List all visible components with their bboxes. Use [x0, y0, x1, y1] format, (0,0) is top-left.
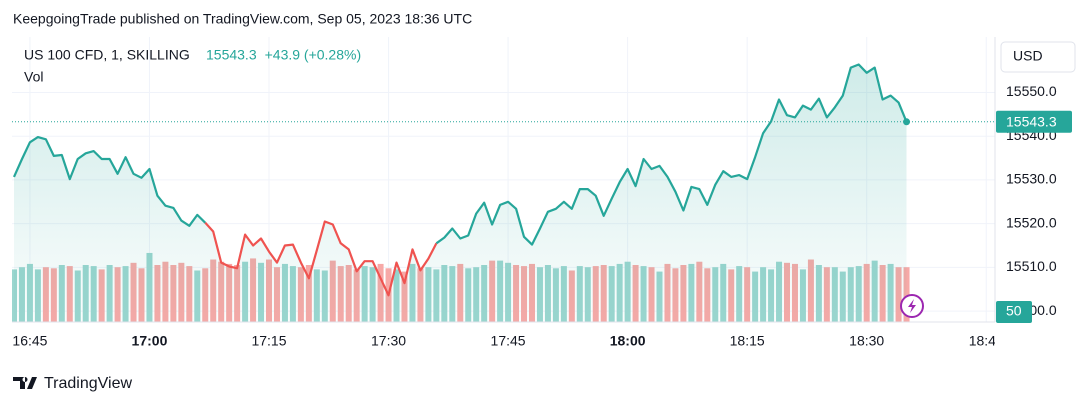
symbol-title: US 100 CFD, 1, SKILLING — [24, 47, 190, 63]
footer-brand: TradingView — [44, 375, 132, 392]
currency-button[interactable]: USD — [1000, 41, 1076, 73]
y-tick-label: 15520.0 — [1006, 214, 1057, 230]
currency-button-box[interactable] — [1000, 41, 1076, 73]
x-tick-label: 16:45 — [12, 333, 47, 349]
lightning-bolt[interactable] — [908, 299, 916, 313]
price-line — [204, 220, 438, 297]
currency-label[interactable]: USD — [1013, 48, 1043, 64]
x-tick-label: 17:30 — [371, 333, 406, 349]
x-tick-label: 17:00 — [132, 333, 168, 349]
y-tick-label: 15530.0 — [1006, 171, 1057, 187]
tradingview-logo — [13, 377, 37, 389]
y-tick-label: 15550.0 — [1006, 83, 1057, 99]
last-price-badge — [996, 110, 1072, 133]
lightning-icon[interactable] — [900, 294, 924, 318]
x-tick-label: 17:15 — [251, 333, 286, 349]
x-axis: 16:45 17:00 17:15 17:30 17:45 18:00 18:15 18:30… — [12, 333, 1004, 349]
volume-bar — [903, 267, 910, 322]
x-tick-label: 18:15 — [730, 333, 765, 349]
price-line — [12, 136, 207, 227]
legend: US 100 CFD, 1, SKILLING 15543.3 +43.9 (+… — [24, 47, 361, 85]
x-tick-label: 18:30 — [849, 333, 884, 349]
plot — [12, 63, 911, 322]
x-tick-label: 18:00 — [610, 333, 646, 349]
published-line: KeepgoingTrade published on TradingView.… — [13, 11, 472, 27]
legend-change: +43.9 (+0.28%) — [265, 47, 362, 63]
volume-badge — [996, 301, 1032, 323]
y-tick-label: 15510.0 — [1006, 258, 1057, 274]
last-price-label: 15543.3 — [1006, 114, 1057, 130]
price-line — [435, 63, 908, 246]
x-tick-label: 18:45 — [969, 333, 1004, 349]
footer: TradingView — [13, 375, 132, 392]
volume-badge-label: 50 — [1006, 303, 1022, 319]
price-area — [14, 64, 907, 322]
x-tick-label: 17:45 — [491, 333, 526, 349]
volume-legend: Vol — [24, 69, 43, 85]
legend-price: 15543.3 — [206, 47, 257, 63]
